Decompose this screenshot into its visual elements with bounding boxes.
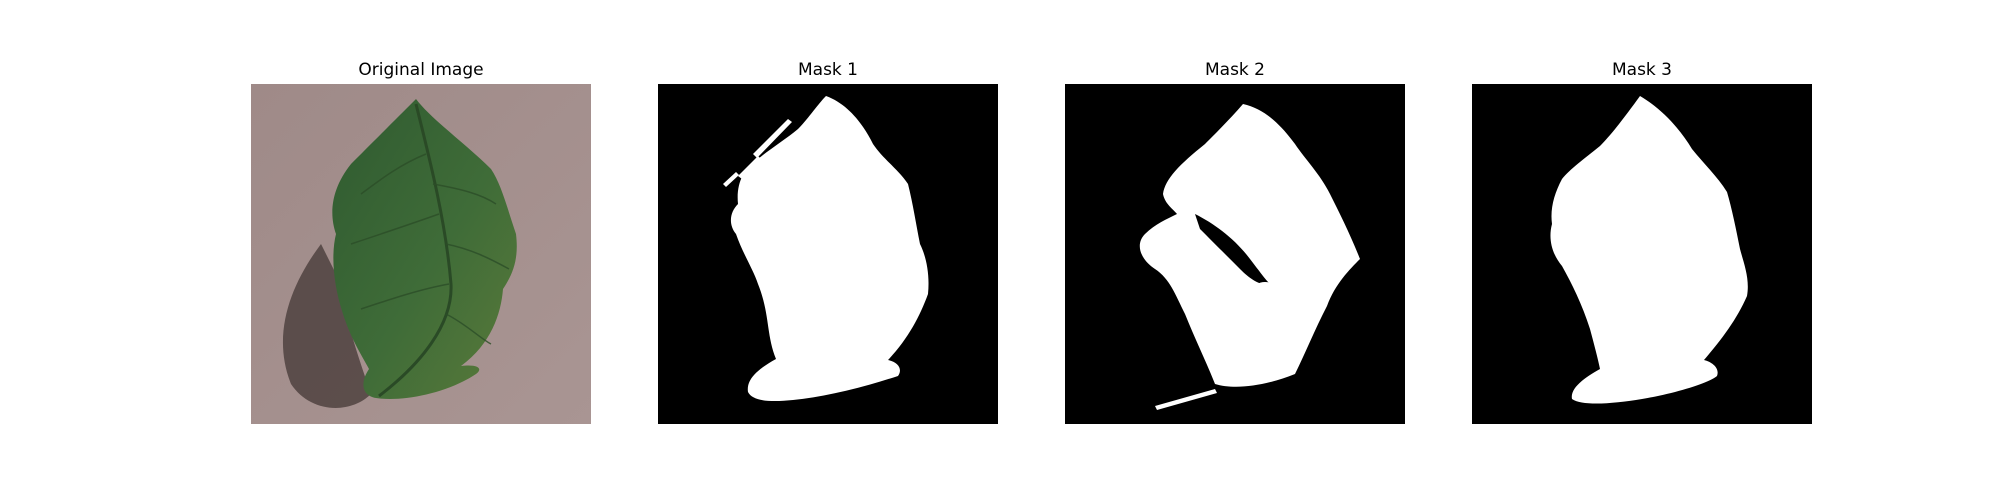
leaf-veins [350, 153, 510, 345]
leaf-shape [332, 99, 517, 399]
mask-blob [1253, 282, 1277, 298]
leaf-photo [251, 84, 591, 424]
leaf-photo-illustration [251, 84, 591, 424]
mask-3-image [1472, 84, 1812, 424]
panel-title: Mask 3 [1611, 60, 1672, 80]
mask-region [730, 96, 929, 402]
panel-title: Original Image [358, 60, 484, 80]
mask-3-graphic [1472, 84, 1812, 424]
leaf-shadow [282, 244, 371, 408]
mask-2-image [1065, 84, 1405, 424]
mask-streak [1155, 389, 1217, 410]
panel-title: Mask 2 [1204, 60, 1265, 80]
mask-region [1139, 104, 1360, 387]
mask-2-graphic [1065, 84, 1405, 424]
mask-1-image [658, 84, 998, 424]
leaf-midrib [378, 103, 453, 398]
mask-region [1550, 96, 1748, 404]
mask-fragments [723, 119, 792, 187]
mask-hole [1195, 214, 1270, 285]
panel-title: Mask 1 [797, 60, 858, 80]
mask-1-graphic [658, 84, 998, 424]
